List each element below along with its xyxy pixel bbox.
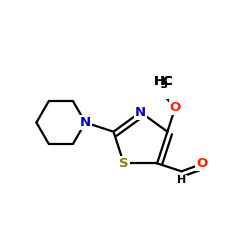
Text: O: O	[196, 157, 208, 170]
Text: N: N	[135, 106, 146, 118]
Text: N: N	[80, 116, 91, 129]
Text: H: H	[154, 75, 164, 88]
Text: S: S	[119, 157, 128, 170]
Text: O: O	[170, 101, 181, 114]
Text: 3: 3	[160, 80, 167, 90]
Text: C: C	[162, 75, 172, 88]
Text: H: H	[177, 175, 186, 185]
Text: 3: 3	[160, 80, 167, 90]
Text: H: H	[154, 75, 164, 88]
Text: C: C	[162, 75, 172, 88]
